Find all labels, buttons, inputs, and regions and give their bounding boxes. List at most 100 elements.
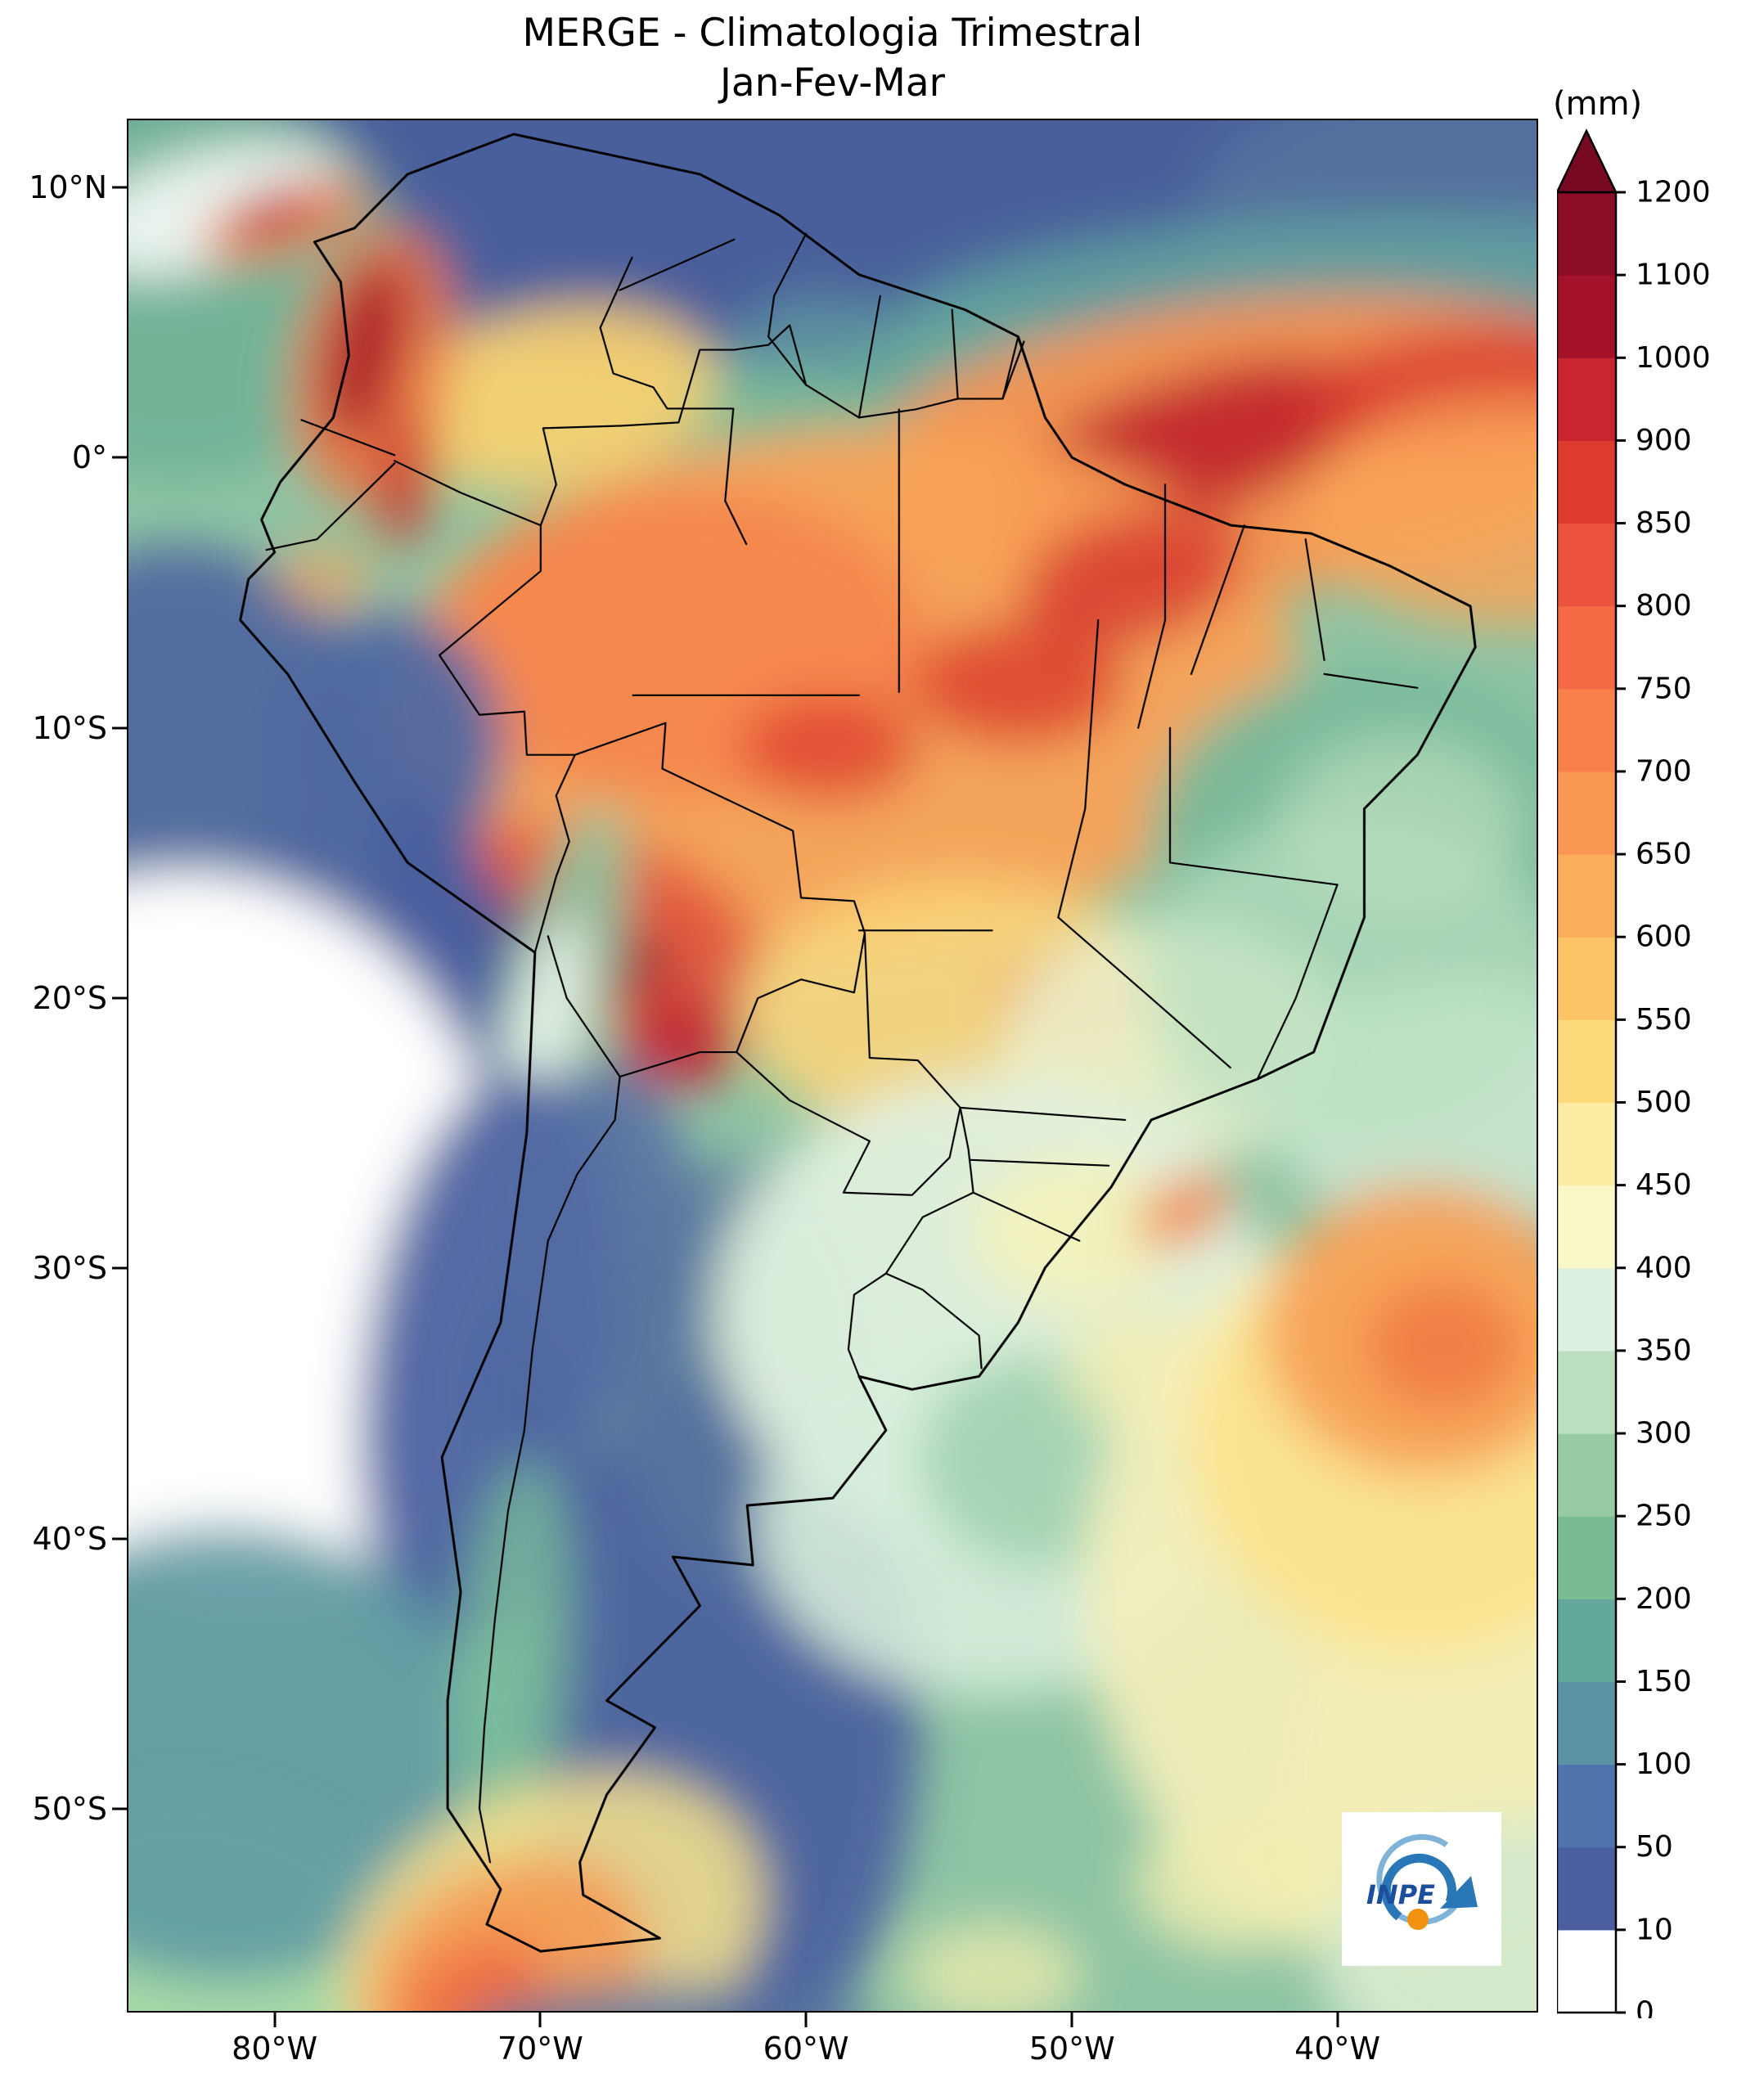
colorbar-segment [1557, 440, 1616, 524]
colorbar-tick-label: 400 [1636, 1251, 1692, 1284]
lon-tick-mark [273, 2013, 277, 2027]
precip-blob [1303, 398, 1537, 627]
logo-orange-globe [1407, 1909, 1429, 1930]
internal-border [394, 460, 542, 527]
internal-border [736, 932, 866, 1054]
precip-blob [1020, 507, 1244, 648]
chart-title-block: MERGE - Climatologia Trimestral Jan-Fev-… [127, 8, 1538, 108]
colorbar-segment [1557, 1929, 1616, 2013]
colorbar-unit-label: (mm) [1553, 85, 1643, 123]
precip-blob [402, 1939, 549, 2011]
colorbar-tick-label: 800 [1636, 589, 1692, 623]
logo-swoosh-arc [1381, 1853, 1456, 1921]
internal-border [767, 232, 808, 386]
internal-border [439, 324, 1025, 1370]
coastline [239, 133, 1477, 1953]
colorbar-segment [1557, 192, 1616, 276]
chart-subtitle: Jan-Fev-Mar [720, 61, 945, 106]
precip-blob [391, 304, 715, 491]
lat-tick-mark [112, 1807, 127, 1810]
precip-blob [492, 1982, 843, 2011]
inpe-logo: INPE [1342, 1812, 1501, 1966]
colorbar-tick-label: 600 [1636, 920, 1692, 954]
lon-tick-mark [1070, 2013, 1073, 2027]
colorbar-extend-arrow [1555, 128, 1618, 194]
chart-title: MERGE - Climatologia Trimestral [522, 11, 1143, 56]
colorbar-segment [1557, 1764, 1616, 1848]
colorbar-segment [1557, 1019, 1616, 1104]
lat-tick-mark [112, 456, 127, 459]
lat-tick-mark [112, 1266, 127, 1270]
internal-border [972, 1191, 1081, 1242]
colorbar-tick-label: 0 [1636, 1996, 1654, 2019]
precip-blob [740, 695, 920, 803]
colorbar-tick-label: 500 [1636, 1086, 1692, 1119]
colorbar-tick-label: 650 [1636, 838, 1692, 871]
lat-tick-label: 30°S [32, 1250, 107, 1287]
internal-border [1057, 618, 1100, 919]
colorbar-segment [1557, 1433, 1616, 1517]
internal-border [736, 1050, 961, 1196]
colorbar-tick-label: 10 [1636, 1913, 1673, 1946]
colorbar-graphic: 0 10 50 100 150 200 250 300 350 400 450 500 550 600 65… [1555, 128, 1711, 2030]
lat-tick-mark [112, 726, 127, 730]
lon-tick-label: 70°W [497, 2031, 583, 2067]
precip-blob [911, 622, 1125, 745]
logo-text: INPE [1366, 1879, 1435, 1910]
precip-blob [903, 1921, 1084, 2011]
internal-border [1137, 484, 1167, 729]
lat-tick-label: 10°S [32, 709, 107, 746]
internal-border [847, 1272, 887, 1378]
lon-tick-label: 50°W [1028, 2031, 1115, 2067]
colorbar: 0 10 50 100 150 200 250 300 350 400 450 500 550 600 65… [1555, 128, 1764, 2030]
colorbar-tick-label: 850 [1636, 506, 1692, 540]
internal-border [1057, 916, 1153, 1000]
colorbar-tick-label: 550 [1636, 1003, 1692, 1037]
precip-blob [227, 189, 315, 234]
internal-border [1001, 335, 1019, 400]
lon-tick-mark [538, 2013, 542, 2027]
internal-border [1168, 726, 1339, 886]
internal-border [619, 1050, 738, 1078]
colorbar-tick-label: 450 [1636, 1168, 1692, 1202]
precip-blob [1365, 1280, 1521, 1411]
precip-field [128, 120, 1537, 2011]
lat-tick-mark [112, 996, 127, 1000]
colorbar-tick-label: 100 [1636, 1747, 1692, 1781]
internal-border [1256, 884, 1339, 1081]
colorbar-tick-label: 900 [1636, 424, 1692, 457]
internal-border [970, 1158, 1110, 1167]
colorbar-segment [1557, 605, 1616, 690]
colorbar-segment [1557, 854, 1616, 938]
precip-blob [275, 545, 374, 610]
colorbar-tick-label: 1100 [1636, 259, 1711, 292]
internal-border [265, 462, 396, 551]
internal-border [533, 753, 576, 954]
lon-tick-label: 60°W [763, 2031, 849, 2067]
precipitation-map [128, 120, 1537, 2011]
colorbar-tick-label: 350 [1636, 1334, 1692, 1367]
lat-tick-label: 50°S [32, 1791, 107, 1828]
colorbar-tick-label: 700 [1636, 754, 1692, 788]
country-borders [239, 133, 1477, 1953]
internal-border [1150, 997, 1231, 1069]
colorbar-segment [1557, 937, 1616, 1020]
colorbar-tick-label: 250 [1636, 1500, 1692, 1533]
precip-blob [1136, 1172, 1235, 1248]
internal-border [599, 256, 748, 546]
colorbar-segment [1557, 771, 1616, 855]
colorbar-tick-label: 150 [1636, 1665, 1692, 1698]
inpe-logo-graphic: INPE [1366, 1833, 1478, 1930]
precip-blob [1141, 814, 1537, 1141]
internal-border [619, 238, 736, 291]
internal-border [1304, 538, 1325, 661]
lat-tick-label: 0° [71, 439, 107, 476]
colorbar-tick-label: 1200 [1636, 176, 1711, 209]
logo-arrow-head [1440, 1876, 1478, 1909]
colorbar-tick-label: 200 [1636, 1582, 1692, 1616]
internal-border [951, 308, 959, 400]
colorbar-segment [1557, 1267, 1616, 1352]
lon-tick-label: 40°W [1294, 2031, 1381, 2067]
colorbar-tick-label: 300 [1636, 1417, 1692, 1451]
colorbar-segment [1557, 688, 1616, 772]
